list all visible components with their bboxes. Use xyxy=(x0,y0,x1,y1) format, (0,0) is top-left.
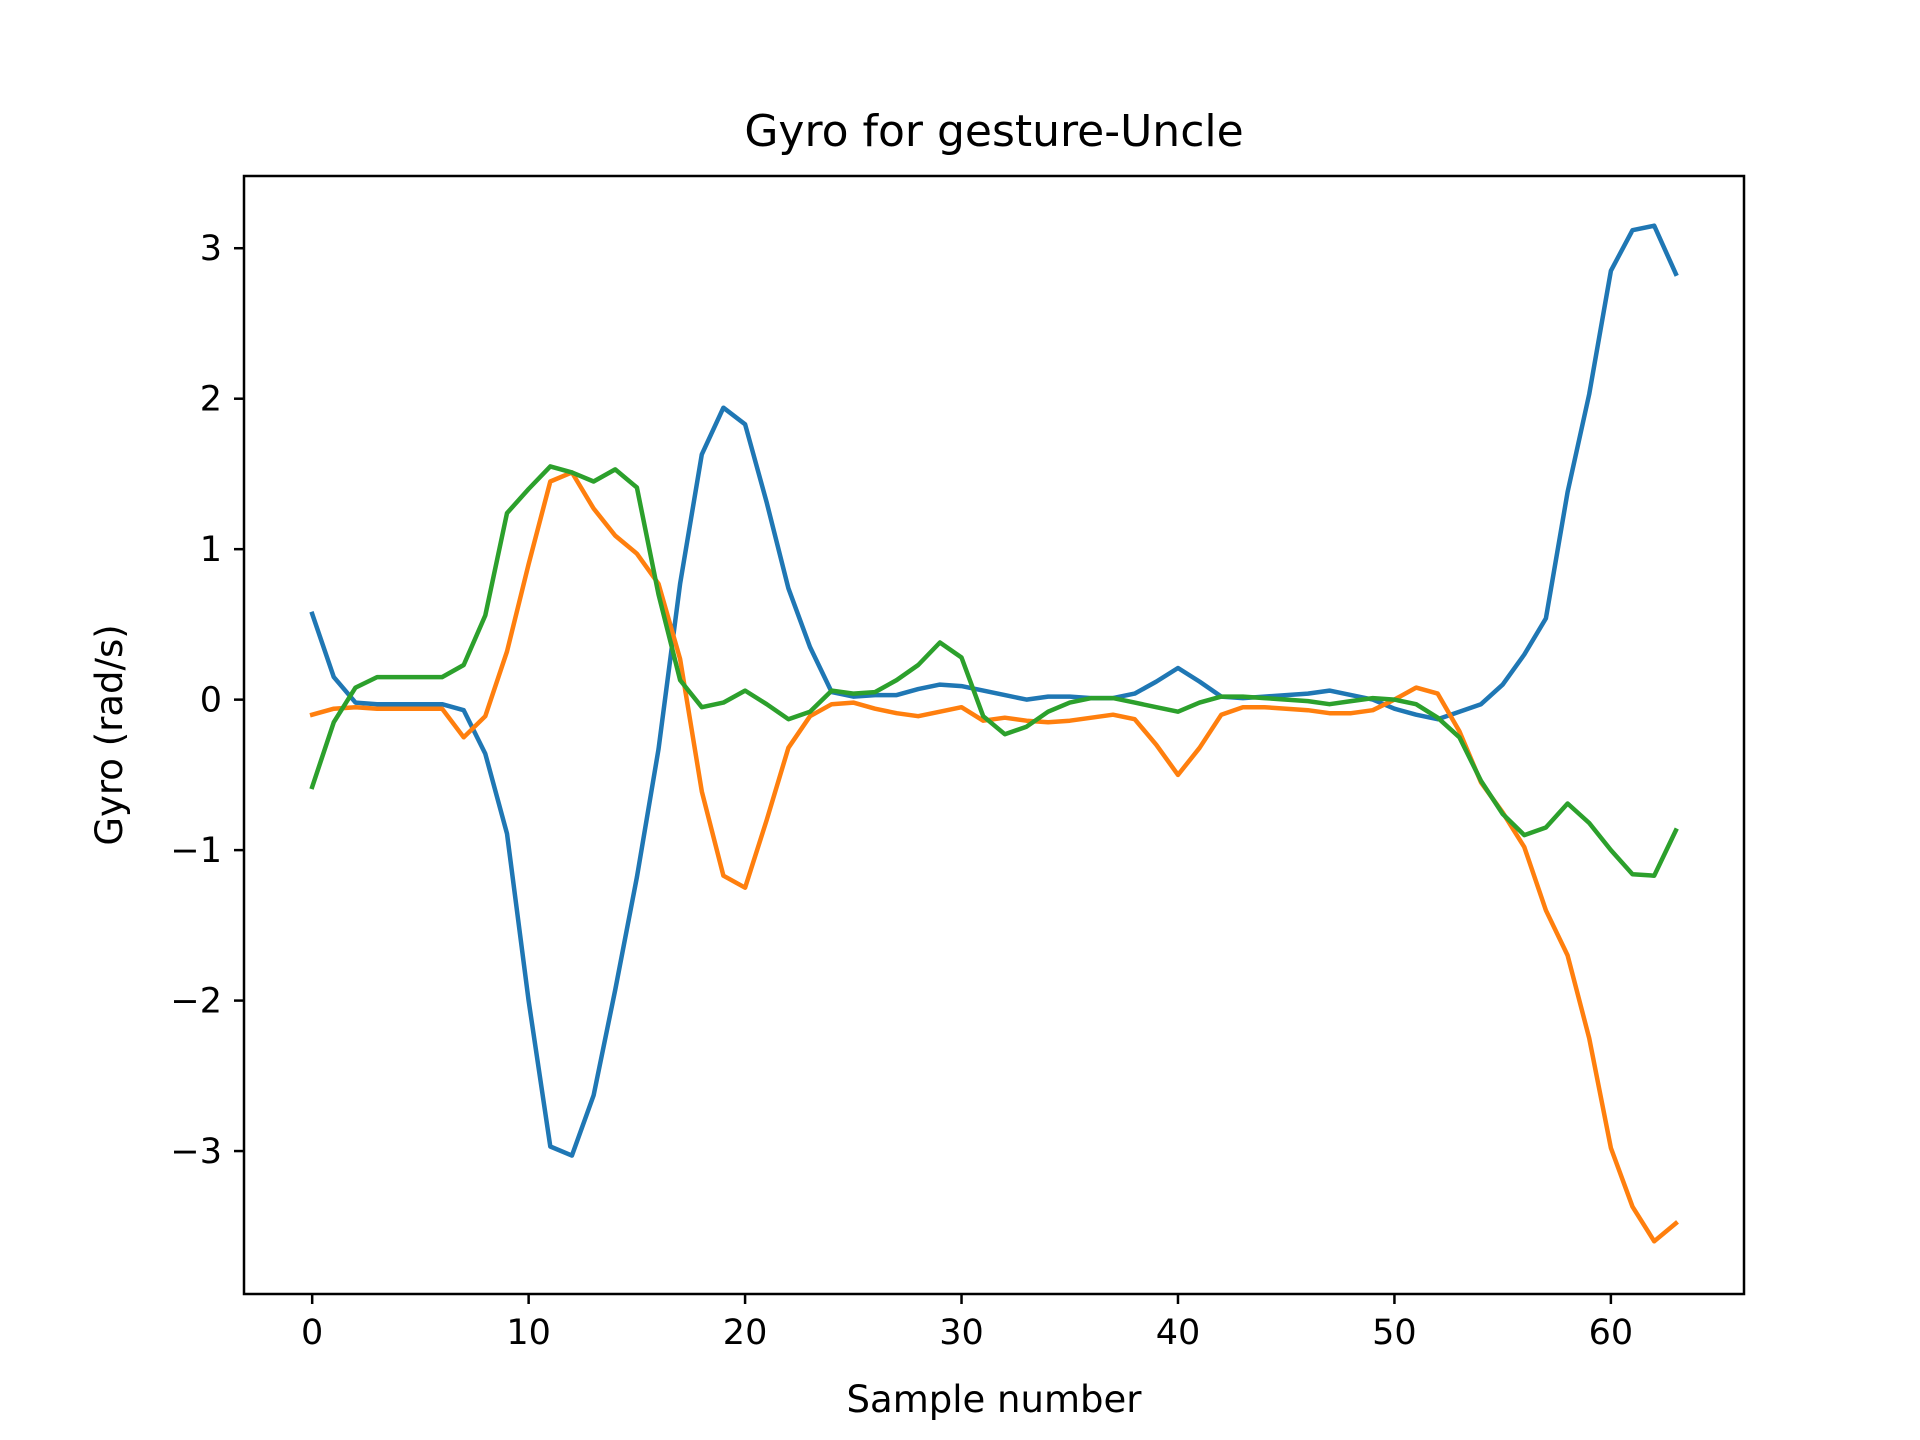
y-tick-label: 3 xyxy=(200,229,222,269)
chart-title: Gyro for gesture-Uncle xyxy=(744,106,1243,157)
series-layer xyxy=(309,223,1679,1244)
y-tick-label: 2 xyxy=(200,380,222,420)
y-tick-label: 0 xyxy=(200,681,222,721)
series-line-2 xyxy=(309,470,1679,1244)
plot-area-frame xyxy=(242,174,1746,1296)
series-line-1 xyxy=(309,223,1679,1158)
x-axis-ticks: 0 10 20 30 40 50 60 xyxy=(301,1294,1633,1353)
series-line-3 xyxy=(309,464,1679,878)
y-tick-label: −1 xyxy=(170,831,222,871)
y-tick-label: −2 xyxy=(170,982,222,1022)
x-tick-label: 20 xyxy=(723,1313,768,1353)
x-tick-label: 60 xyxy=(1589,1313,1634,1353)
x-tick-label: 40 xyxy=(1156,1313,1201,1353)
y-tick-label: 1 xyxy=(200,530,222,570)
y-axis-ticks: −3 −2 −1 0 1 2 3 xyxy=(170,229,244,1172)
y-axis-label: Gyro (rad/s) xyxy=(88,624,131,845)
x-tick-label: 10 xyxy=(506,1313,551,1353)
x-tick-label: 50 xyxy=(1372,1313,1417,1353)
x-tick-label: 0 xyxy=(301,1313,323,1353)
x-axis-label: Sample number xyxy=(847,1378,1143,1421)
y-tick-label: −3 xyxy=(170,1132,222,1172)
x-tick-label: 30 xyxy=(939,1313,984,1353)
